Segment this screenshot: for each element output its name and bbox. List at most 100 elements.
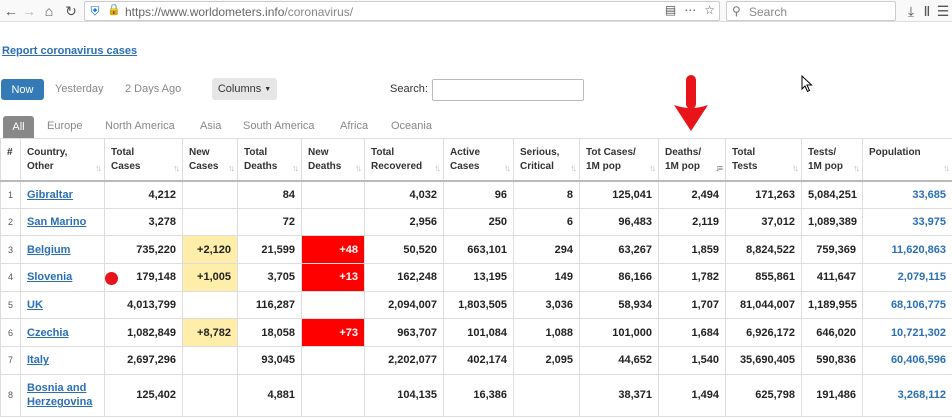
country-cell: Bosnia and Herzegovina bbox=[20, 373, 105, 417]
country-link[interactable]: San Marino bbox=[27, 216, 87, 229]
column-header-label: Tests bbox=[732, 161, 758, 172]
columns-button[interactable]: Columns ▼ bbox=[212, 78, 277, 100]
sort-icon[interactable]: ↑↓ bbox=[943, 162, 950, 173]
deaths-per-million-cell: 2,119 bbox=[658, 207, 726, 237]
region-tab-north-america[interactable]: North America bbox=[105, 120, 175, 132]
total-deaths-cell: 21,599 bbox=[237, 235, 302, 265]
sort-icon[interactable]: ↑↓ bbox=[649, 162, 656, 173]
population-cell[interactable]: 2,079,115 bbox=[862, 263, 952, 292]
region-tab-europe[interactable]: Europe bbox=[47, 120, 83, 132]
column-header[interactable]: Tests/1M pop ↑↓ bbox=[801, 138, 863, 182]
cases-per-million-cell: 63,267 bbox=[579, 235, 659, 265]
reload-icon[interactable]: ↻ bbox=[65, 3, 77, 19]
url-bar[interactable]: ⛨ 🔒 https://www.worldometers.info/corona… bbox=[84, 1, 720, 21]
sort-icon[interactable]: ↑↓ bbox=[228, 162, 235, 173]
region-tab-asia[interactable]: Asia bbox=[200, 120, 222, 132]
column-header[interactable]: Total Deaths ↑↓ bbox=[237, 138, 302, 182]
search-label: Search: bbox=[390, 83, 428, 95]
sort-icon[interactable]: ↑↓ bbox=[95, 162, 102, 173]
sort-icon[interactable]: ↑↓ bbox=[570, 162, 577, 173]
population-cell[interactable]: 60,406,596 bbox=[862, 346, 952, 375]
sort-icon[interactable]: ↑↓ bbox=[355, 162, 362, 173]
back-icon[interactable]: ← bbox=[4, 3, 18, 19]
column-header[interactable]: New Cases ↑↓ bbox=[182, 138, 238, 182]
population-cell[interactable]: 33,975 bbox=[862, 207, 952, 237]
column-header[interactable]: Country, Other ↑↓ bbox=[20, 138, 105, 182]
new-deaths-cell: +13 bbox=[301, 263, 365, 292]
country-link[interactable]: Belgium bbox=[27, 243, 71, 256]
column-header[interactable]: Active Cases ↑↓ bbox=[443, 138, 514, 182]
column-header[interactable]: Total Recovered ↑↓ bbox=[364, 138, 444, 182]
table-search-input[interactable] bbox=[432, 79, 584, 101]
mouse-cursor-icon bbox=[801, 75, 813, 93]
column-header-label: Deaths bbox=[308, 161, 342, 172]
population-cell[interactable]: 10,721,302 bbox=[862, 318, 952, 348]
url-text[interactable]: https://www.worldometers.info/coronaviru… bbox=[125, 5, 354, 19]
new-deaths-cell bbox=[301, 180, 365, 209]
column-header[interactable]: # bbox=[0, 138, 21, 182]
report-cases-link[interactable]: Report coronavirus cases bbox=[2, 45, 138, 57]
red-dot-annotation bbox=[105, 272, 118, 286]
sort-icon[interactable]: ↑↓ bbox=[292, 162, 299, 173]
deaths-per-million-cell: 1,540 bbox=[658, 346, 726, 375]
country-link[interactable]: Czechia bbox=[27, 326, 69, 339]
lock-icon[interactable]: 🔒 bbox=[107, 4, 121, 16]
rank-cell: 2 bbox=[0, 207, 21, 237]
sort-icon[interactable]: ↑↓ bbox=[173, 162, 180, 173]
total-recovered-cell: 963,707 bbox=[364, 318, 444, 348]
sort-icon[interactable]: ↑↓ bbox=[792, 162, 799, 173]
column-header[interactable]: Deaths/1M pop ↓≡ bbox=[658, 138, 726, 182]
library-icon[interactable]: Ⅱ bbox=[923, 3, 931, 19]
population-cell[interactable]: 3,268,112 bbox=[862, 373, 952, 417]
region-tab-south-america[interactable]: South America bbox=[243, 120, 315, 132]
column-header[interactable]: Serious, Critical ↑↓ bbox=[513, 138, 580, 182]
column-header[interactable]: Tot Cases/1M pop ↑↓ bbox=[579, 138, 659, 182]
region-tab-all[interactable]: All bbox=[3, 116, 34, 138]
sort-icon[interactable]: ↑↓ bbox=[853, 162, 860, 173]
column-header[interactable]: Population ↑↓ bbox=[862, 138, 952, 182]
tab-now[interactable]: Now bbox=[1, 79, 44, 100]
menu-icon[interactable]: ☰ bbox=[936, 3, 950, 19]
population-cell[interactable]: 11,620,863 bbox=[862, 235, 952, 265]
cases-per-million-cell: 125,041 bbox=[579, 180, 659, 209]
bookmark-star-icon[interactable]: ☆ bbox=[704, 3, 715, 17]
page-actions-icon[interactable]: ⋯ bbox=[684, 3, 697, 17]
tests-per-million-cell: 1,089,389 bbox=[801, 207, 863, 237]
deaths-per-million-cell: 1,859 bbox=[658, 235, 726, 265]
region-tab-africa[interactable]: Africa bbox=[340, 120, 369, 132]
total-deaths-cell: 93,045 bbox=[237, 346, 302, 375]
country-link[interactable]: Bosnia and bbox=[27, 382, 87, 395]
total-recovered-cell: 4,032 bbox=[364, 180, 444, 209]
column-header-label: Total bbox=[732, 147, 756, 158]
country-link[interactable]: Gibraltar bbox=[27, 188, 73, 201]
column-header[interactable]: Total Cases ↑↓ bbox=[104, 138, 183, 182]
columns-button-label: Columns bbox=[217, 83, 262, 95]
column-header-label: Serious, bbox=[520, 147, 560, 158]
tab-yesterday[interactable]: Yesterday bbox=[55, 83, 104, 95]
population-cell[interactable]: 68,106,775 bbox=[862, 290, 952, 320]
column-header[interactable]: Total Tests ↑↓ bbox=[725, 138, 802, 182]
column-header-label: Cases bbox=[450, 161, 480, 172]
region-tab-oceania[interactable]: Oceania bbox=[391, 120, 432, 132]
country-link[interactable]: Herzegovina bbox=[27, 396, 93, 409]
country-link[interactable]: UK bbox=[27, 299, 43, 312]
tracking-shield-icon[interactable]: ⛨ bbox=[90, 4, 100, 18]
url-actions: ▤ ⋯ ☆ bbox=[665, 3, 715, 17]
population-cell[interactable]: 33,685 bbox=[862, 180, 952, 209]
forward-icon[interactable]: → bbox=[22, 3, 36, 19]
sort-icon[interactable]: ↓≡ bbox=[715, 162, 723, 173]
reader-view-icon[interactable]: ▤ bbox=[664, 3, 677, 17]
column-header-label: Cases bbox=[189, 161, 219, 172]
country-link[interactable]: Slovenia bbox=[27, 271, 73, 284]
column-header[interactable]: New Deaths ↑↓ bbox=[301, 138, 365, 182]
deaths-per-million-cell: 1,494 bbox=[658, 373, 726, 417]
total-deaths-cell: 72 bbox=[237, 207, 302, 237]
browser-search-bar[interactable]: ⚲ Search bbox=[726, 1, 896, 21]
home-icon[interactable]: ⌂ bbox=[44, 3, 54, 19]
sort-icon[interactable]: ↑↓ bbox=[504, 162, 511, 173]
country-link[interactable]: Italy bbox=[27, 354, 50, 367]
column-header-label: Total bbox=[111, 147, 135, 158]
download-icon[interactable]: ⤓ bbox=[907, 3, 915, 19]
tab-2-days-ago[interactable]: 2 Days Ago bbox=[125, 83, 182, 95]
sort-icon[interactable]: ↑↓ bbox=[434, 162, 441, 173]
